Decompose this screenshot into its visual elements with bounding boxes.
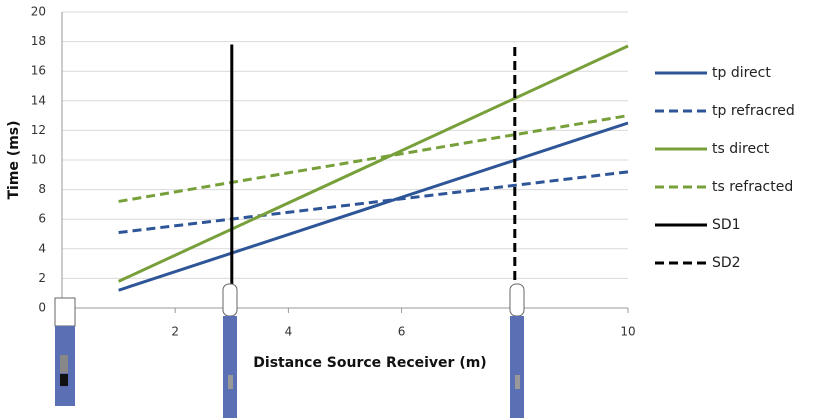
borehole-cap: [222, 283, 238, 317]
y-tick-label: 0: [38, 301, 46, 315]
borehole-receiver-2: [509, 283, 525, 418]
y-axis-title: Time (ms): [6, 120, 22, 199]
y-tick-label: 2: [38, 271, 46, 285]
legend-label: tp refracred: [712, 103, 795, 119]
borehole-cap: [54, 297, 76, 327]
legend: tp direct tp refracred ts direct ts refract…: [655, 65, 795, 271]
y-tick-label: 14: [31, 93, 46, 107]
series-line: [118, 121, 629, 292]
y-tick-label: 8: [38, 182, 46, 196]
y-tick-label: 6: [38, 212, 46, 226]
y-tick-label: 16: [31, 64, 46, 78]
y-tick-label: 4: [38, 241, 46, 255]
borehole-source: [54, 297, 76, 406]
receiver: [515, 375, 520, 389]
y-tick-label: 20: [31, 5, 46, 19]
borehole-receiver-1: [222, 283, 238, 418]
legend-label: ts direct: [712, 141, 770, 157]
x-axis-title: Distance Source Receiver (m): [253, 355, 486, 371]
legend-label: ts refracted: [712, 179, 793, 195]
y-tick-label: 18: [31, 34, 46, 48]
receiver: [228, 375, 233, 389]
series-line: [118, 114, 629, 203]
series-line: [117, 44, 629, 283]
y-tick-label: 12: [31, 123, 46, 137]
source: [60, 374, 68, 386]
boreholes: [54, 283, 525, 418]
x-tick-label: 2: [171, 325, 179, 339]
legend-label: SD2: [712, 255, 741, 271]
probe: [60, 355, 68, 373]
borehole-casing: [510, 316, 524, 418]
legend-label: SD1: [712, 217, 741, 233]
series-line: [118, 170, 629, 235]
x-tick-label: 4: [285, 325, 293, 339]
plot-area: 0 2 4 6 8 10 12 14 16 18 20 2 4 6 10: [31, 5, 636, 339]
x-tick-label: 10: [620, 325, 635, 339]
legend-label: tp direct: [712, 65, 771, 81]
y-tick-label: 10: [31, 153, 46, 167]
borehole-cap: [509, 283, 525, 317]
borehole-casing: [223, 316, 237, 418]
x-tick-label: 6: [398, 325, 406, 339]
